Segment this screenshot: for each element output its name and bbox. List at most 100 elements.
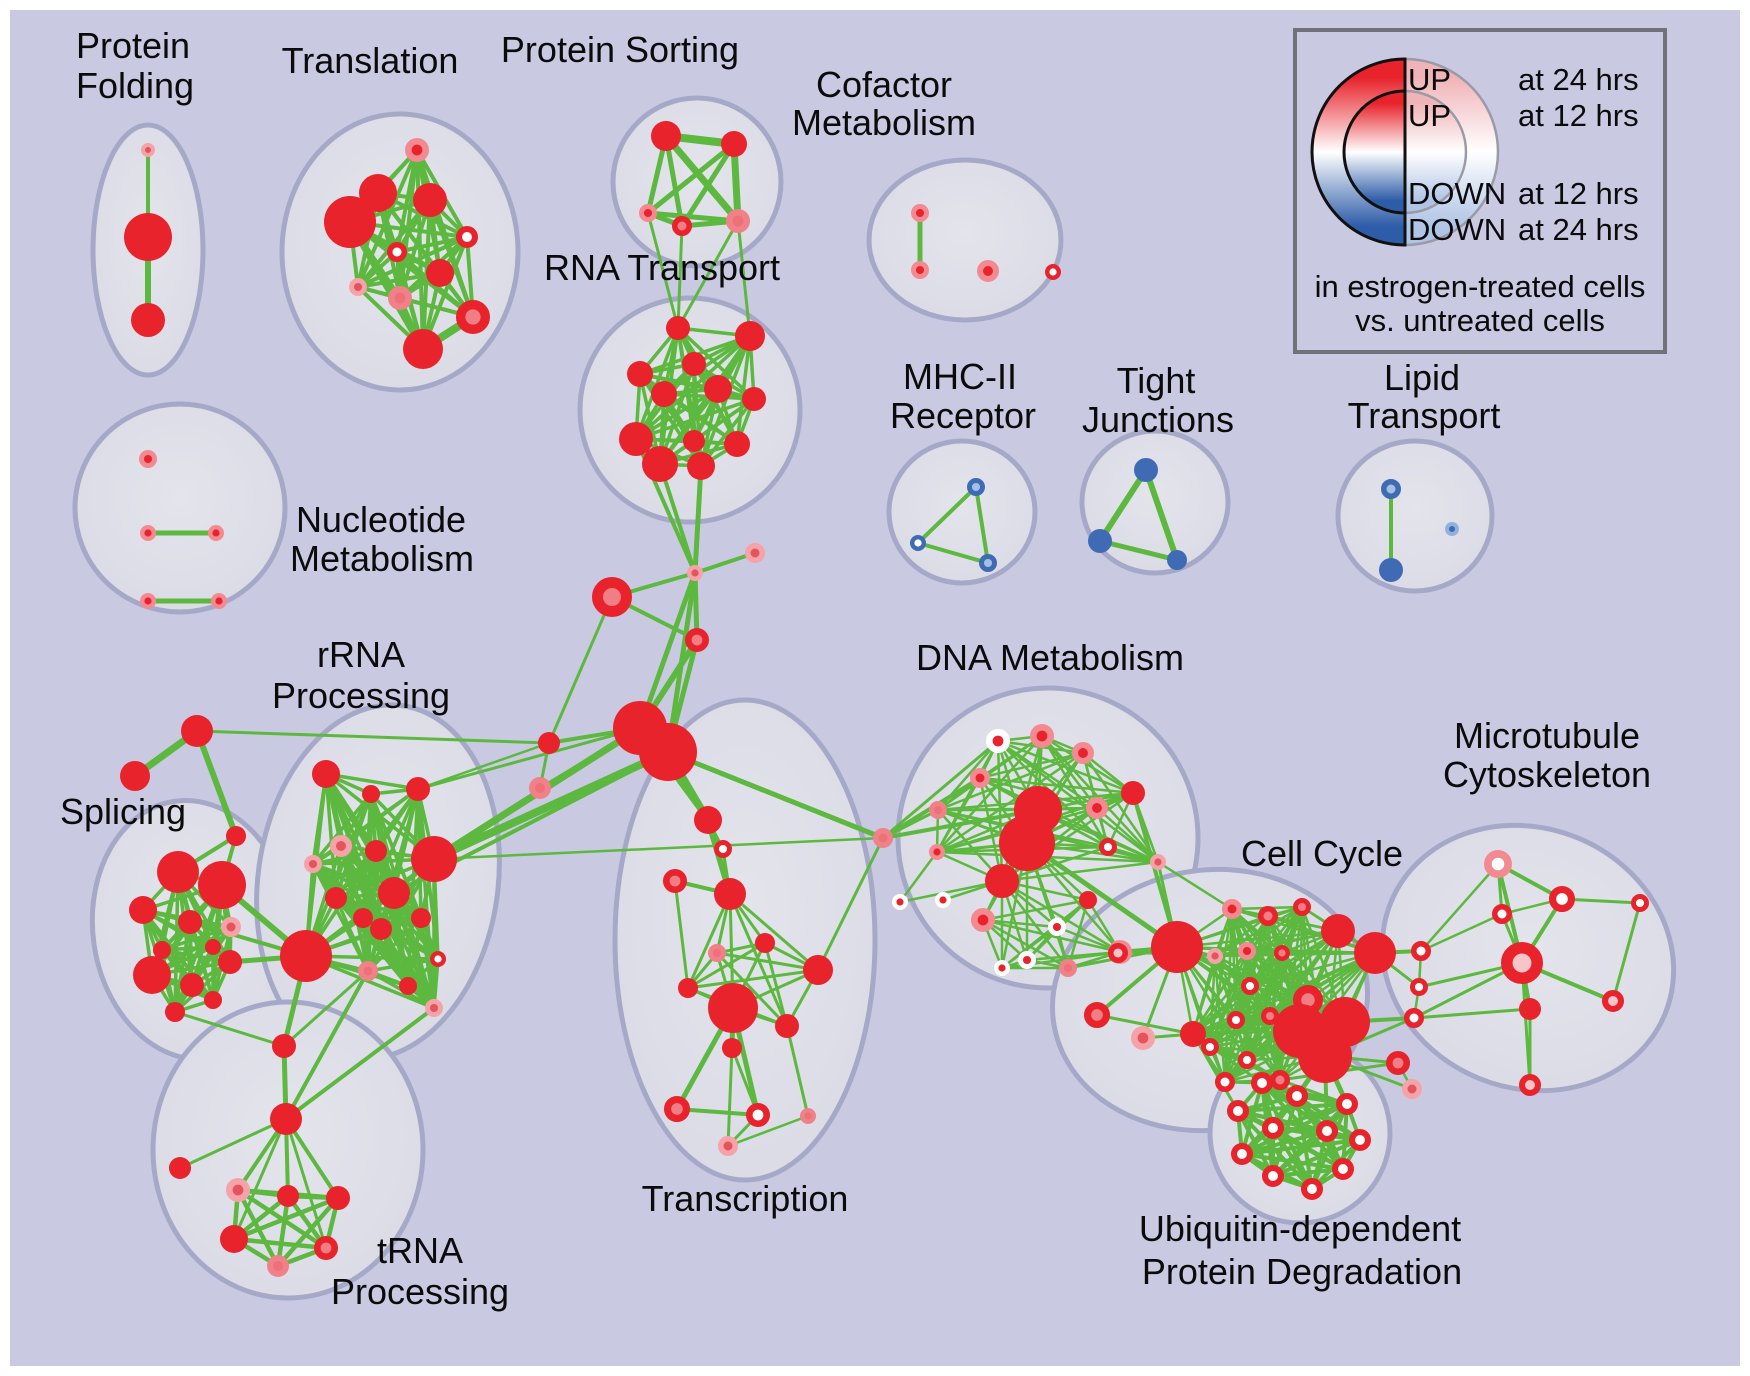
gene-node bbox=[324, 196, 376, 248]
gene-node bbox=[181, 715, 213, 747]
gene-node bbox=[430, 951, 447, 968]
edge bbox=[1081, 751, 1160, 864]
edge bbox=[634, 397, 756, 441]
edge bbox=[645, 210, 741, 224]
gene-node bbox=[1445, 522, 1459, 536]
gene-node bbox=[977, 259, 1000, 282]
edge bbox=[356, 235, 469, 289]
gene-node bbox=[970, 907, 995, 932]
gene-node bbox=[359, 174, 397, 212]
edge bbox=[1040, 734, 1110, 849]
edge bbox=[311, 792, 373, 866]
edge bbox=[1611, 901, 1642, 1003]
cluster-label-transcription: Transcription bbox=[642, 1178, 849, 1219]
cluster-label-rna-transport: RNA Transport bbox=[544, 247, 780, 288]
gene-node bbox=[220, 1225, 248, 1253]
gene-node bbox=[928, 800, 947, 819]
gene-node bbox=[221, 917, 241, 937]
edge bbox=[395, 235, 469, 254]
edge bbox=[785, 1024, 810, 1118]
gene-node bbox=[139, 450, 158, 469]
gene-node bbox=[713, 839, 732, 858]
edge bbox=[1097, 538, 1180, 563]
gene-node bbox=[1151, 921, 1203, 973]
edge bbox=[881, 808, 1040, 840]
edge bbox=[936, 751, 1085, 812]
gene-node bbox=[165, 1002, 185, 1022]
gene-node bbox=[226, 826, 246, 846]
gene-node bbox=[1316, 1120, 1339, 1143]
gene-node bbox=[218, 950, 242, 974]
edge bbox=[974, 485, 990, 565]
legend-box bbox=[1293, 28, 1667, 354]
gene-node bbox=[387, 285, 412, 310]
gene-node bbox=[1058, 958, 1077, 977]
edge bbox=[275, 1193, 291, 1269]
gene-node bbox=[662, 868, 687, 893]
gene-node bbox=[1134, 458, 1158, 482]
gene-node bbox=[910, 261, 929, 280]
edge bbox=[665, 749, 886, 841]
edge bbox=[1419, 912, 1504, 953]
gene-node bbox=[365, 840, 387, 862]
edge bbox=[736, 219, 752, 338]
gene-node bbox=[999, 815, 1055, 871]
edge bbox=[663, 133, 741, 224]
gene-node bbox=[404, 138, 429, 163]
gene-node bbox=[1222, 899, 1242, 919]
gene-node bbox=[1047, 917, 1066, 936]
gene-node bbox=[1200, 1037, 1219, 1056]
gene-node bbox=[707, 943, 726, 962]
gene-node bbox=[1149, 854, 1166, 871]
gene-node bbox=[985, 728, 1010, 753]
gene-node bbox=[651, 121, 681, 151]
cluster-label-translation: Translation bbox=[282, 40, 459, 81]
legend-subtitle-1: in estrogen-treated cells bbox=[1315, 269, 1646, 304]
gene-node bbox=[358, 961, 378, 981]
legend-row-0-label: UP bbox=[1408, 62, 1451, 97]
gene-node bbox=[619, 422, 653, 456]
edge bbox=[1040, 734, 1135, 795]
gene-node bbox=[455, 299, 490, 334]
gene-node bbox=[157, 851, 199, 893]
gene-node bbox=[735, 321, 765, 351]
gene-node bbox=[120, 761, 150, 791]
edge bbox=[416, 726, 642, 791]
gene-node bbox=[775, 1014, 799, 1038]
edge bbox=[366, 916, 423, 973]
edge bbox=[1213, 914, 1270, 958]
gene-node bbox=[684, 627, 709, 652]
cluster-cofactor-metabolism bbox=[866, 157, 1064, 323]
edge bbox=[663, 133, 685, 229]
gene-node bbox=[1519, 1074, 1542, 1097]
edge bbox=[1295, 1094, 1362, 1142]
gene-node bbox=[1226, 1010, 1245, 1029]
cluster-label-protein-sorting: Protein Sorting bbox=[501, 29, 739, 70]
edge bbox=[726, 1114, 810, 1148]
edge bbox=[282, 969, 370, 1048]
gene-node bbox=[455, 225, 478, 248]
cluster-label-ubiquitin-2: Protein Degradation bbox=[1142, 1251, 1462, 1292]
edge bbox=[1097, 467, 1149, 544]
gene-node bbox=[1286, 1085, 1309, 1108]
cluster-label-cell-cycle: Cell Cycle bbox=[1241, 833, 1403, 874]
edge bbox=[1234, 1018, 1282, 1082]
gene-node bbox=[1231, 1143, 1254, 1166]
gene-node bbox=[362, 785, 380, 803]
gene-node bbox=[1354, 932, 1396, 974]
cluster-label-rrna-1: rRNA bbox=[317, 634, 405, 675]
edge bbox=[173, 1010, 286, 1048]
edge bbox=[763, 941, 789, 1028]
gene-node bbox=[1258, 906, 1278, 926]
cluster-transcription bbox=[612, 697, 878, 1183]
gene-node bbox=[639, 723, 697, 781]
cluster-label-lipid-1: Lipid bbox=[1384, 357, 1460, 398]
legend-row-1-time: at 12 hrs bbox=[1518, 98, 1639, 133]
edge bbox=[735, 334, 752, 446]
gene-node bbox=[207, 525, 224, 542]
cluster-mhc-ii-receptor bbox=[886, 438, 1038, 586]
gene-node bbox=[270, 1103, 302, 1135]
gene-node bbox=[1215, 1072, 1235, 1092]
edge bbox=[1000, 925, 1059, 970]
